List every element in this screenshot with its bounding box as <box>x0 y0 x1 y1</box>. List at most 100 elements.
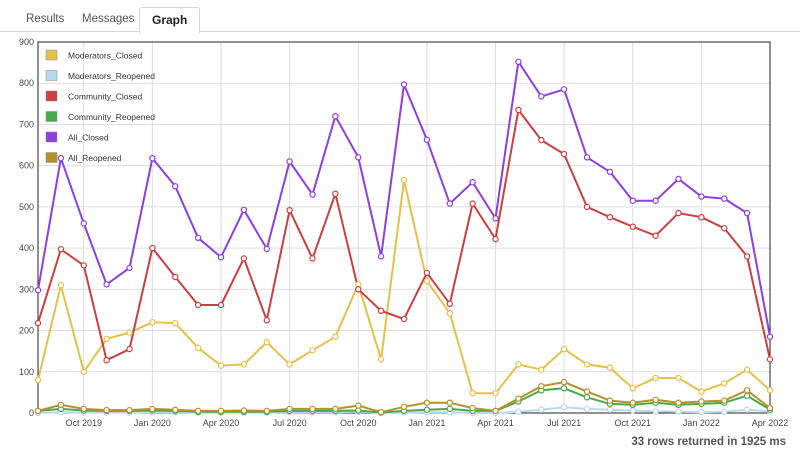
data-point-All_Reopened <box>492 407 499 415</box>
data-point-Community_Closed <box>766 356 774 363</box>
data-point-Moderators_Closed <box>217 362 225 369</box>
legend-swatch <box>45 49 58 61</box>
data-point-All_Reopened <box>377 409 385 416</box>
data-point-All_Reopened <box>400 403 408 410</box>
data-point-Community_Closed <box>217 301 225 309</box>
data-point-Community_Closed <box>400 315 408 323</box>
data-point-Community_Closed <box>583 203 591 211</box>
tab-bar: Results Messages Graph <box>0 0 800 34</box>
data-point-Community_Closed <box>377 307 385 314</box>
data-point-All_Closed <box>34 287 42 294</box>
data-point-Community_Closed <box>240 255 248 262</box>
y-axis-ticks: 0 100 200 300 400 500 600 700 800 900 <box>19 37 34 418</box>
x-tick-label: Jan 2022 <box>683 418 720 428</box>
data-point-Community_Reopened <box>446 405 453 413</box>
data-point-All_Reopened <box>515 395 522 402</box>
data-point-All_Reopened <box>332 405 339 413</box>
data-point-Moderators_Closed <box>469 390 476 397</box>
data-point-Community_Closed <box>743 253 751 260</box>
data-point-All_Reopened <box>263 407 270 415</box>
tab-results[interactable]: Results <box>26 13 65 25</box>
data-point-Moderators_Reopened <box>721 408 728 415</box>
data-point-Moderators_Closed <box>743 366 751 373</box>
data-point-All_Reopened <box>446 399 453 406</box>
data-point-All_Closed <box>286 158 293 165</box>
x-tick-label: Jan 2021 <box>408 418 445 428</box>
data-point-Community_Closed <box>629 223 637 230</box>
data-point-All_Reopened <box>355 402 362 409</box>
data-point-All_Closed <box>469 178 476 186</box>
data-point-All_Reopened <box>126 406 133 414</box>
data-point-Moderators_Closed <box>57 281 65 289</box>
data-point-Community_Reopened <box>583 394 591 401</box>
data-point-All_Closed <box>560 86 568 93</box>
data-point-Moderators_Closed <box>583 361 591 368</box>
data-point-Moderators_Closed <box>309 347 316 354</box>
x-tick-label: Oct 2020 <box>340 418 377 428</box>
data-point-Moderators_Closed <box>560 345 568 353</box>
data-point-All_Reopened <box>423 399 431 406</box>
data-point-Moderators_Closed <box>240 361 248 368</box>
data-point-All_Closed <box>400 81 408 88</box>
data-point-Moderators_Reopened <box>515 408 522 415</box>
legend-swatch <box>45 131 58 143</box>
data-point-All_Closed <box>515 58 522 65</box>
x-tick-label: Apr 2022 <box>752 418 789 428</box>
data-point-Moderators_Closed <box>698 388 705 395</box>
x-axis-ticks: Oct 2019 Jan 2020 Apr 2020 Jul 2020 Oct 2020… <box>65 418 788 428</box>
data-point-All_Reopened <box>194 407 202 415</box>
data-point-Community_Closed <box>698 213 705 221</box>
data-point-Community_Closed <box>446 300 453 307</box>
data-point-Moderators_Closed <box>149 319 156 326</box>
data-point-All_Closed <box>103 281 110 288</box>
y-tick-label: 600 <box>19 161 34 171</box>
data-point-Moderators_Reopened <box>743 406 751 413</box>
data-point-Community_Closed <box>172 273 179 281</box>
data-point-Community_Closed <box>675 209 682 217</box>
y-tick-label: 900 <box>19 37 34 47</box>
data-point-All_Closed <box>332 112 339 120</box>
data-point-All_Reopened <box>675 399 682 406</box>
data-point-Moderators_Closed <box>263 338 270 346</box>
tab-messages[interactable]: Messages <box>82 13 135 25</box>
x-tick-label: Oct 2021 <box>614 418 651 428</box>
y-tick-label: 300 <box>19 284 34 294</box>
data-point-All_Closed <box>721 195 728 202</box>
data-point-Moderators_Closed <box>492 390 499 397</box>
tab-graph[interactable]: Graph <box>139 7 201 34</box>
data-point-All_Reopened <box>286 405 293 413</box>
data-point-All_Closed <box>355 154 362 161</box>
data-point-Community_Closed <box>149 244 156 252</box>
data-point-Community_Closed <box>492 235 499 243</box>
data-point-Moderators_Closed <box>377 356 385 363</box>
data-point-Community_Closed <box>332 190 339 197</box>
legend-swatch <box>45 152 58 163</box>
y-tick-label: 0 <box>29 408 34 418</box>
data-point-All_Reopened <box>560 378 568 386</box>
y-tick-label: 200 <box>19 326 34 336</box>
data-point-Moderators_Closed <box>721 380 728 387</box>
data-point-All_Closed <box>446 200 453 207</box>
data-point-Moderators_Reopened <box>560 404 568 411</box>
data-point-Moderators_Closed <box>80 368 88 375</box>
data-point-Community_Closed <box>606 213 614 221</box>
data-point-Moderators_Closed <box>766 387 774 394</box>
x-tick-label: Apr 2021 <box>477 418 514 428</box>
legend-label: Moderators_Closed <box>68 51 142 61</box>
data-point-All_Reopened <box>743 387 751 394</box>
data-point-All_Closed <box>583 154 591 161</box>
data-point-Community_Closed <box>34 319 42 327</box>
data-point-All_Closed <box>80 220 88 227</box>
data-point-Moderators_Reopened <box>606 406 614 413</box>
data-point-Community_Closed <box>560 150 568 158</box>
data-point-All_Closed <box>217 253 225 261</box>
legend-label: Community_Reopened <box>68 112 155 122</box>
data-point-All_Closed <box>606 168 614 175</box>
x-tick-label: Jul 2021 <box>547 418 581 428</box>
rows-returned-status: 33 rows returned in 1925 ms <box>631 436 786 448</box>
data-point-Community_Closed <box>194 301 202 309</box>
x-tick-label: Jul 2020 <box>273 418 307 428</box>
data-point-All_Reopened <box>103 406 110 414</box>
y-tick-label: 100 <box>19 367 34 377</box>
data-point-All_Reopened <box>583 388 591 395</box>
